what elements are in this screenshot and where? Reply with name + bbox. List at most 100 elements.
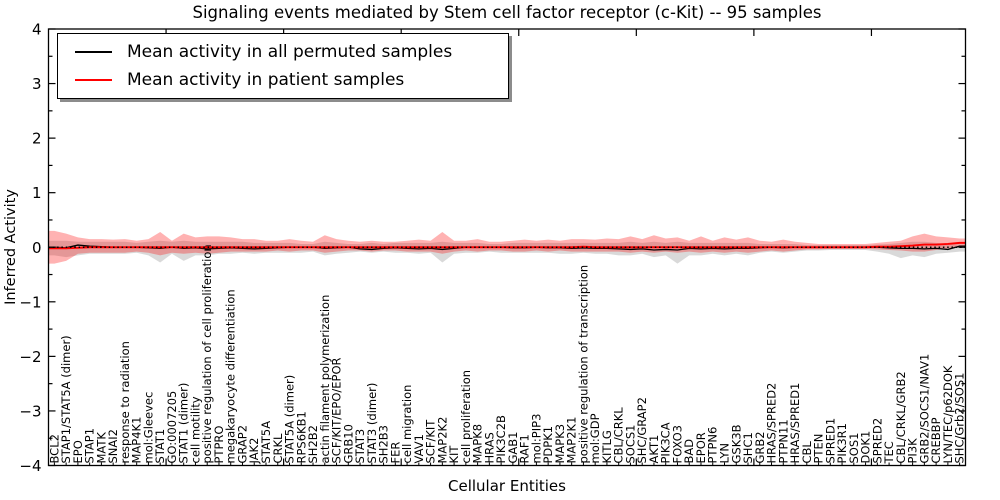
x-tick-label: LYN (717, 443, 731, 464)
x-tick-label: cell motility (188, 396, 202, 463)
x-tick-label: RPS6KB1 (294, 411, 308, 463)
x-tick-label: HRAS/SPRED1 (788, 383, 802, 464)
x-tick-label: FER (388, 442, 402, 464)
x-tick-label: SHC/Grb2/SOS1 (953, 373, 967, 464)
y-tick-label: −2 (19, 348, 41, 366)
x-tick-label: SH2B2 (306, 425, 320, 463)
x-tick-label: mol:Gleevec (141, 392, 155, 464)
x-tick-label: SOCS1 (623, 425, 637, 464)
y-tick-label: −4 (19, 457, 41, 475)
x-tick-label: CBL/CRKL/GRB2 (894, 371, 908, 463)
legend-item-patient: Mean activity in patient samples (58, 70, 508, 90)
x-tick-label: SNAI2 (106, 429, 120, 463)
x-tick-label: GRB10 (341, 424, 355, 463)
x-tick-label: LYN/TEC/p62DOK (941, 365, 955, 463)
x-tick-label: SOS1 (847, 433, 861, 464)
x-tick-label: CRKL (271, 433, 285, 464)
x-tick-label: FOXO3 (670, 425, 684, 463)
x-tick-label: MATK (94, 432, 108, 464)
x-tick-label: VAV1 (412, 434, 426, 463)
y-tick-labels-layer: 4 3 2 1 0 −1 −2 −3 −4 (19, 21, 41, 476)
x-tick-label: BCL2 (47, 434, 61, 463)
x-tick-label: GO:0007205 (165, 391, 179, 464)
x-tick-label: SH2B3 (377, 425, 391, 463)
x-tick-label: RAF1 (518, 434, 532, 463)
x-tick-label: HRAS (482, 432, 496, 463)
legend: Mean activity in all permuted samples Me… (57, 33, 509, 99)
x-tick-label: GSK3B (729, 424, 743, 463)
y-tick-label: 0 (32, 239, 42, 257)
x-tick-label: STAT1 (dimer) (177, 383, 191, 464)
x-tick-label: PIK3R1 (835, 423, 849, 464)
x-tick-label: PTEN (812, 434, 826, 464)
x-tick-label: MAPK3 (553, 424, 567, 464)
x-tick-label: STAT5A (259, 421, 273, 464)
y-tick-label: 4 (32, 21, 42, 39)
x-tick-label: CREBBP (929, 417, 943, 463)
x-tick-label: CBL (800, 441, 814, 464)
x-tick-label: EPOR (694, 432, 708, 463)
axes-frame (47, 28, 967, 467)
y-axis-label: Inferred Activity (3, 189, 19, 305)
x-tick-label: PDPK1 (541, 426, 555, 464)
x-tick-label: megakaryocyte differentiation (224, 289, 238, 463)
x-tick-label: TEC (882, 441, 896, 464)
x-tick-label: PTPN6 (706, 427, 720, 464)
x-tick-label: GRB2 (753, 431, 767, 463)
x-tick-label: SCF/KIT/EPO/EPOR (330, 357, 344, 463)
x-tick-label: positive regulation of transcription (576, 265, 590, 464)
legend-label-permuted: Mean activity in all permuted samples (127, 42, 453, 62)
y-tick-label: −1 (19, 293, 41, 311)
x-tick-label: AKT1 (647, 435, 661, 464)
x-tick-label: mol:PIP3 (529, 414, 543, 464)
x-tick-label: SHC1 (741, 432, 755, 463)
x-tick-label: CBL/CRKL (612, 407, 626, 464)
x-tick-label: SCF/KIT (424, 419, 438, 464)
x-tick-label: BAD (682, 439, 696, 464)
x-tick-label: GRAP2 (235, 425, 249, 464)
x-tick-label: STAT5A (dimer) (283, 375, 297, 464)
x-tick-label: PTPRO (212, 426, 226, 464)
x-tick-label: SPRED1 (823, 418, 837, 464)
x-tick-label: GAB1 (506, 432, 520, 464)
x-tick-label: STAT3 (353, 429, 367, 464)
x-tick-label: SPRED2 (870, 418, 884, 464)
x-tick-label: MAP2K2 (435, 417, 449, 464)
x-tick-label: cell proliferation (459, 370, 473, 464)
x-tick-label: cell migration (400, 385, 414, 464)
legend-line-sample-black (75, 50, 112, 54)
x-tick-label: STAP1/STAT5A (dimer) (59, 335, 73, 463)
x-tick-label: SHC/GRAP2 (635, 397, 649, 463)
x-tick-label: KITLG (600, 430, 614, 463)
x-tick-label: MAPK8 (471, 424, 485, 464)
legend-line-sample-red (75, 78, 112, 82)
series-layer (48, 241, 966, 251)
series-line-ff0000 (48, 241, 966, 250)
x-tick-label: STAT3 (dimer) (365, 383, 379, 464)
legend-label-patient: Mean activity in patient samples (127, 70, 405, 90)
x-tick-label: MAP4K1 (130, 417, 144, 464)
legend-item-permuted: Mean activity in all permuted samples (58, 42, 508, 62)
x-tick-label: DOK1 (859, 431, 873, 464)
x-tick-label: PIK3C2B (494, 415, 508, 464)
x-tick-label: HRAS/SPRED2 (765, 383, 779, 464)
x-tick-label: MAP2K1 (565, 417, 579, 464)
x-tick-label: STAP1 (83, 428, 97, 464)
x-tick-label: mol:GDP (588, 413, 602, 463)
x-tick-label: EPO (71, 440, 85, 463)
x-tick-label: actin filament polymerization (318, 295, 332, 464)
x-tick-label: positive regulation of cell proliferatio… (200, 244, 214, 463)
chart-title: Signaling events mediated by Stem cell f… (193, 3, 822, 22)
x-tick-label: JAK2 (247, 438, 261, 465)
x-tick-label: response to radiation (118, 341, 132, 463)
y-tick-label: −3 (19, 402, 41, 420)
x-tick-label: PTPN11 (776, 419, 790, 463)
x-tick-label: STAT1 (153, 429, 167, 464)
x-tick-label: PIK3CA (659, 422, 673, 463)
x-tick-label: KIT (447, 445, 461, 464)
y-tick-label: 1 (32, 184, 42, 202)
y-tick-label: 3 (32, 75, 42, 93)
